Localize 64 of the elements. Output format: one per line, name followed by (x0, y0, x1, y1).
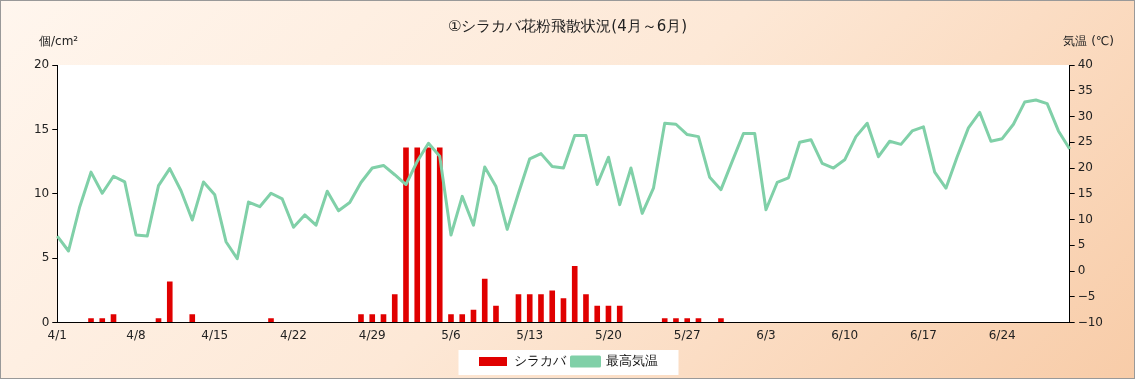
bar (718, 318, 724, 323)
x-tick-label: 4/1 (47, 327, 67, 342)
y-tick-label: 10 (33, 185, 50, 200)
legend-label: シラカバ (513, 352, 567, 368)
bar (403, 147, 409, 323)
x-tick-label: 4/22 (280, 327, 307, 342)
x-tick-label: 4/29 (358, 327, 386, 342)
y2-tick-label: 40 (1077, 57, 1093, 72)
bar (110, 314, 117, 323)
x-tick-label: 6/10 (831, 327, 859, 342)
bar (459, 314, 466, 323)
y-tick-label: 20 (33, 57, 50, 72)
bar (594, 305, 601, 323)
bar (448, 314, 454, 323)
bar (526, 294, 533, 323)
bar (538, 294, 544, 323)
bar (673, 318, 679, 323)
y-tick-label: 0 (41, 314, 50, 329)
bar (481, 278, 488, 323)
legend-label: 最高気温 (606, 352, 658, 368)
bar (616, 305, 623, 323)
bar (189, 314, 196, 323)
bar (493, 305, 499, 323)
bar (436, 147, 443, 323)
y2-tick-label: 0 (1077, 263, 1086, 278)
x-tick-label: 4/15 (201, 327, 229, 342)
bar (661, 318, 668, 323)
bar (414, 147, 421, 323)
y2-tick-label: 25 (1077, 134, 1093, 149)
bar (369, 314, 376, 323)
bar (268, 318, 274, 323)
x-tick-label: 4/8 (126, 327, 146, 342)
x-tick-label: 6/17 (909, 327, 937, 342)
bar (88, 318, 94, 323)
y2-axis-title: 気温 (℃) (1063, 33, 1114, 50)
x-tick-label: 6/3 (756, 327, 776, 342)
y2-tick-label: 20 (1077, 160, 1093, 175)
bar (380, 314, 387, 323)
x-tick-label: 6/24 (988, 327, 1016, 342)
x-tick-label: 5/27 (673, 327, 701, 342)
y2-tick-label: 10 (1077, 211, 1093, 226)
bar (166, 281, 173, 323)
bar (155, 318, 162, 323)
bar (358, 314, 364, 323)
y-tick-label: 15 (33, 121, 50, 136)
y2-tick-label: −5 (1077, 288, 1096, 303)
bar (583, 294, 589, 323)
bar (695, 318, 702, 323)
x-tick-label: 5/6 (441, 327, 461, 342)
bar (684, 318, 691, 323)
y-axis-title: 個/cm² (39, 33, 79, 50)
bar (571, 265, 578, 323)
y2-tick-label: 30 (1077, 108, 1093, 123)
y2-tick-label: −10 (1077, 314, 1103, 329)
bar (549, 290, 556, 323)
x-tick-label: 5/13 (516, 327, 544, 342)
x-tick-label: 5/20 (594, 327, 622, 342)
y2-tick-label: 15 (1077, 185, 1093, 200)
y2-tick-label: 35 (1077, 82, 1093, 97)
chart-title: ①シラカバ花粉飛散状況(4月～6月) (447, 17, 688, 35)
bar (99, 318, 106, 323)
y-tick-label: 5 (41, 250, 50, 265)
y2-tick-label: 5 (1077, 237, 1086, 252)
bar (391, 294, 398, 323)
